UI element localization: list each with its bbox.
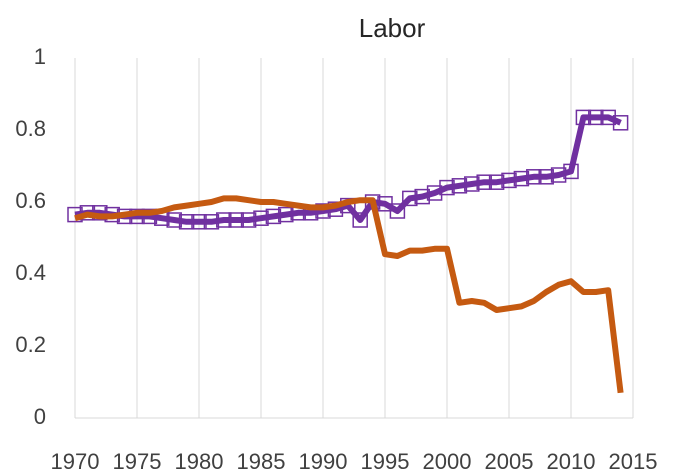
x-tick-label: 2010 [547,449,596,471]
x-tick-label: 1970 [51,449,100,471]
chart-title: Labor [359,13,426,43]
x-tick-label: 1985 [237,449,286,471]
marker [439,179,455,196]
series-line [74,195,624,394]
marker [402,190,418,207]
marker [178,214,195,230]
marker [600,109,616,126]
marker [352,212,368,228]
x-tick-label: 2000 [423,449,472,471]
marker [488,174,505,190]
marker [476,174,492,190]
marker [141,208,158,225]
marker [550,167,567,183]
marker [526,169,542,185]
marker [166,212,182,228]
marker [203,214,220,230]
marker [389,203,406,219]
y-tick-label: 1 [34,44,46,69]
marker [228,212,244,228]
marker [240,212,257,228]
y-tick-label: 0.6 [15,188,46,213]
marker [513,170,530,187]
marker [538,169,554,185]
marker [253,210,269,226]
marker [265,208,282,225]
marker [563,163,579,180]
x-tick-label: 1995 [361,449,410,471]
marker [575,109,592,126]
x-tick-label: 2005 [485,449,534,471]
x-tick-label: 2015 [609,449,658,471]
y-tick-label: 0 [34,404,46,429]
y-tick-label: 0.8 [15,116,46,141]
x-tick-label: 1980 [175,449,224,471]
x-tick-label: 1975 [113,449,162,471]
marker [588,109,604,126]
marker [464,176,480,192]
x-tick-label: 1990 [299,449,348,471]
marker [612,115,629,131]
series-line [74,114,622,225]
marker [216,212,232,228]
marker [278,206,294,223]
marker [451,178,468,194]
y-tick-label: 0.4 [15,260,46,285]
marker [501,172,517,189]
y-tick-label: 0.2 [15,332,46,357]
marker [191,214,207,230]
marker [426,185,443,201]
marker [315,203,331,219]
marker [414,188,430,205]
